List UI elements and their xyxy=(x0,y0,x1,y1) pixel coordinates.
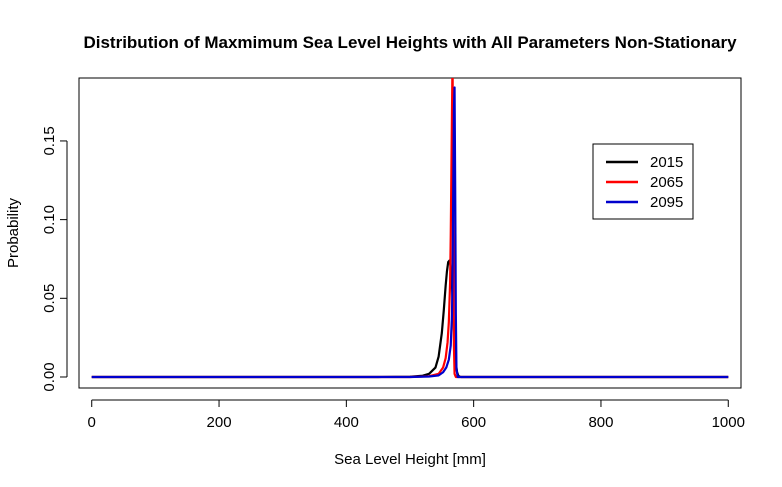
x-axis-label: Sea Level Height [mm] xyxy=(334,451,486,468)
x-axis: 0 200 400 600 800 1000 xyxy=(88,399,745,431)
legend-label-2065: 2065 xyxy=(650,174,683,191)
y-tick-label: 0.15 xyxy=(41,126,58,155)
series-line-2065 xyxy=(91,78,729,379)
legend-label-2095: 2095 xyxy=(650,194,683,211)
x-tick-label: 600 xyxy=(461,414,486,431)
x-tick-label: 400 xyxy=(334,414,359,431)
legend-label-2015: 2015 xyxy=(650,154,683,171)
x-tick-label: 800 xyxy=(588,414,613,431)
x-tick-label: 0 xyxy=(88,414,96,431)
series-layer xyxy=(91,78,729,379)
x-tick-label: 1000 xyxy=(712,414,745,431)
y-axis-label: Probability xyxy=(5,197,22,268)
y-tick-label: 0.00 xyxy=(41,362,58,391)
y-tick-label: 0.10 xyxy=(41,205,58,234)
chart-title: Distribution of Maxmimum Sea Level Heigh… xyxy=(83,33,737,52)
legend: 2015 2065 2095 xyxy=(592,143,694,220)
plot-frame xyxy=(78,77,742,389)
y-axis: 0.00 0.05 0.10 0.15 xyxy=(41,126,68,392)
y-tick-label: 0.05 xyxy=(41,284,58,313)
series-line-2095 xyxy=(91,86,729,379)
series-line-2015 xyxy=(91,259,729,379)
x-tick-label: 200 xyxy=(207,414,232,431)
